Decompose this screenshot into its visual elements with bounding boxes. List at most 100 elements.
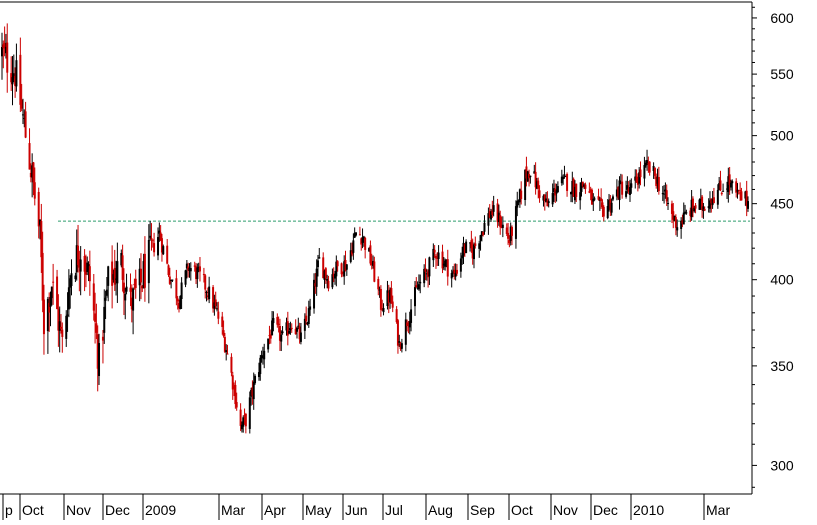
candle-body (699, 198, 702, 201)
candle-body (728, 174, 731, 185)
candle (314, 273, 317, 294)
candle (434, 253, 437, 269)
candle (362, 235, 365, 247)
candle-body (542, 195, 545, 201)
candle (514, 200, 517, 249)
candle-body (747, 201, 749, 209)
candle-body (198, 266, 201, 272)
candle-body (294, 328, 297, 335)
candle (120, 249, 123, 268)
candle (150, 223, 153, 251)
candle-body (59, 326, 62, 329)
candle (101, 329, 104, 364)
candle-body (630, 183, 633, 188)
candle (461, 246, 464, 265)
candle (351, 242, 354, 257)
candle (180, 277, 183, 310)
candle (92, 274, 95, 321)
candle (225, 344, 228, 361)
candle (450, 269, 453, 288)
candles-layer (1, 23, 749, 434)
candle-body (707, 206, 710, 209)
candle (629, 179, 632, 202)
candle-body (676, 227, 679, 231)
candle-body (15, 60, 18, 87)
candle (372, 255, 375, 269)
candle (353, 227, 356, 239)
candle-body (479, 235, 482, 241)
candle (745, 180, 748, 217)
candle-body (24, 111, 27, 138)
candle (592, 193, 595, 211)
candle (216, 302, 219, 312)
candle-body (98, 343, 101, 377)
candle-body (176, 298, 179, 302)
candle-body (142, 261, 145, 289)
candle (617, 186, 620, 200)
candle (684, 204, 687, 215)
candle-body (638, 172, 641, 184)
candle (129, 273, 132, 307)
candle-body (143, 253, 146, 288)
candle-body (423, 268, 426, 284)
candle-body (492, 205, 495, 212)
candle-body (189, 268, 192, 272)
candle (15, 43, 18, 92)
candle (564, 175, 567, 178)
candle-body (150, 237, 153, 240)
candle-body (636, 181, 639, 185)
candle (179, 295, 182, 310)
candle (563, 165, 566, 179)
candle (307, 300, 310, 328)
candle (235, 392, 238, 411)
candle (272, 311, 275, 332)
candle (40, 203, 43, 273)
candle (98, 333, 101, 385)
candle (580, 177, 583, 197)
candle (718, 176, 721, 191)
candle (526, 170, 529, 183)
candle-body (445, 259, 448, 261)
candle-body (413, 287, 416, 307)
candle-body (646, 159, 649, 165)
candle-body (124, 293, 127, 301)
candle (720, 191, 723, 196)
candle-body (206, 295, 209, 298)
candle (560, 169, 563, 186)
candle-body (674, 217, 677, 228)
candle (197, 262, 200, 273)
candle-body (370, 262, 373, 266)
candle-body (75, 245, 78, 273)
candle-body (121, 255, 124, 280)
candle (358, 226, 361, 236)
candle-body (78, 259, 81, 268)
candle (719, 170, 722, 192)
candle (79, 246, 82, 296)
candle-body (230, 356, 233, 373)
candle-body (4, 46, 7, 54)
candle-body (208, 286, 211, 300)
candle-body (33, 182, 36, 199)
candle-body (554, 188, 557, 196)
candle (278, 318, 281, 351)
y-tick-label: 550 (770, 66, 794, 82)
candle-body (101, 336, 104, 341)
candle (619, 173, 622, 185)
candle (731, 179, 734, 194)
candle-body (373, 261, 376, 282)
candle-body (680, 221, 683, 229)
candle-body (12, 73, 15, 79)
candle-body (369, 245, 372, 264)
candle (601, 199, 604, 218)
candle-body (167, 265, 170, 276)
candle (690, 189, 693, 221)
candle-body (70, 273, 73, 287)
x-tick-label: Oct (22, 502, 44, 518)
candle (331, 268, 334, 290)
candle-body (501, 224, 504, 228)
candle-body (52, 281, 55, 283)
candle (157, 227, 160, 261)
candle (446, 249, 449, 286)
candle (2, 40, 5, 69)
candle-body (543, 194, 546, 201)
